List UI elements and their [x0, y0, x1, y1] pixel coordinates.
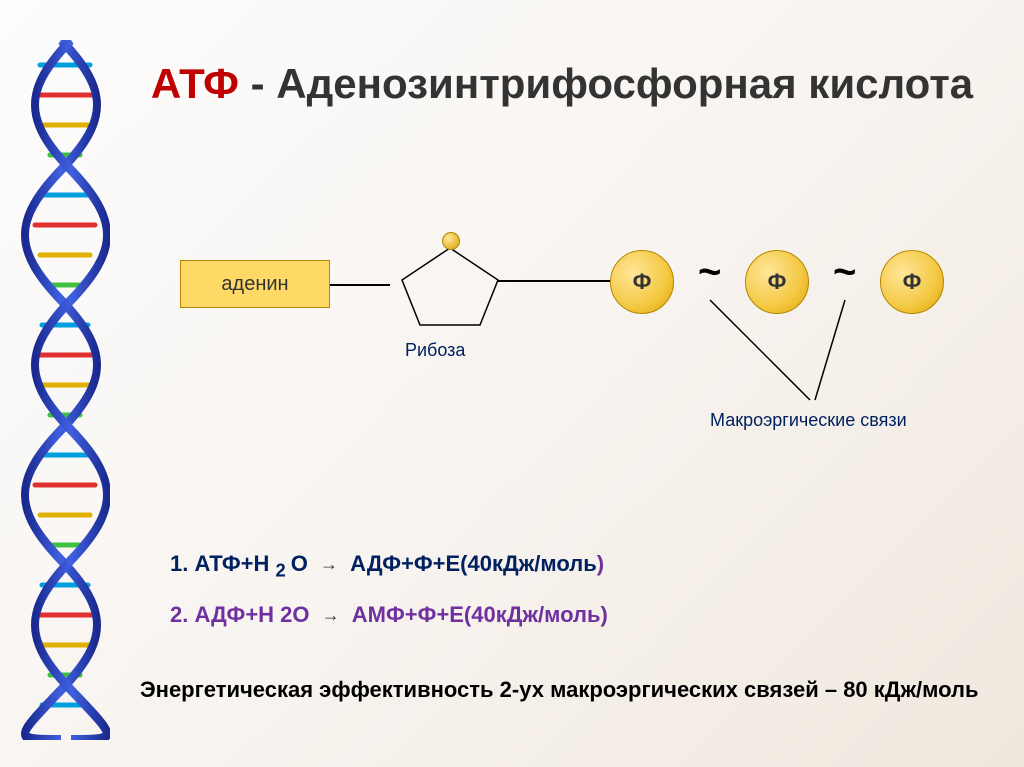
r1-sub: 2 — [275, 559, 290, 580]
adenine-box: аденин — [180, 260, 330, 308]
connector-ribose-p1 — [498, 280, 613, 282]
reactions-block: 1. АТФ+Н 2 О → АДФ+Ф+Е(40кДж/моль) 2. АД… — [170, 540, 608, 639]
phosphate-1-label: Ф — [633, 269, 652, 295]
r2-prefix: 2. АДФ+Н 2О — [170, 602, 310, 627]
macroergic-label: Макроэргические связи — [710, 410, 907, 431]
adenine-label: аденин — [221, 273, 288, 296]
r1-prefix: 1. АТФ+Н — [170, 551, 275, 576]
ribose-label: Рибоза — [405, 340, 465, 361]
r2-suffix: АМФ+Ф+Е(40кДж/моль) — [352, 602, 608, 627]
atp-structure-diagram: аденин Рибоза Ф ~ Ф ~ Ф Макроэргические … — [140, 230, 1000, 430]
title-rest: - Аденозинтрифосфорная кислота — [239, 60, 973, 107]
reaction-2: 2. АДФ+Н 2О → АМФ+Ф+Е(40кДж/моль) — [170, 591, 608, 639]
macro-bond-2: ~ — [833, 250, 856, 295]
r2-arrow: → — [316, 596, 346, 636]
macro-bond-pointer-lines — [680, 290, 960, 420]
r1-mid: О — [291, 551, 308, 576]
ribose-pentagon — [390, 240, 510, 340]
macro-bond-1: ~ — [698, 250, 721, 295]
dna-helix — [20, 40, 110, 740]
r1-close: ) — [597, 551, 604, 576]
page-title: АТФ - Аденозинтрифосфорная кислота — [140, 60, 984, 108]
connector-adenine-ribose — [330, 284, 390, 286]
r1-suffix: АДФ+Ф+Е(40кДж/моль — [350, 551, 597, 576]
title-atf: АТФ — [151, 60, 239, 107]
ribose-ball — [442, 232, 460, 250]
reaction-1: 1. АТФ+Н 2 О → АДФ+Ф+Е(40кДж/моль) — [170, 540, 608, 591]
r1-arrow: → — [314, 545, 344, 585]
footer-efficiency-text: Энергетическая эффективность 2-ух макроэ… — [140, 675, 979, 706]
phosphate-1: Ф — [610, 250, 674, 314]
